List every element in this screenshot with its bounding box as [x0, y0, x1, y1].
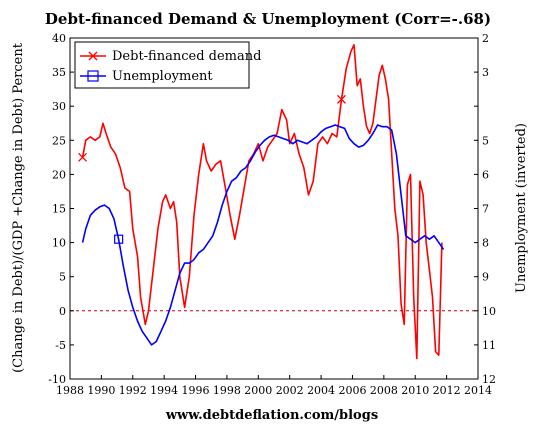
debt-financed-demand-line — [81, 43, 443, 360]
y-tick-label: -10 — [48, 373, 66, 386]
x-tick-label: 1998 — [213, 384, 241, 397]
y2-tick-label: 3 — [482, 66, 489, 79]
y-tick-label: 40 — [52, 32, 66, 45]
x-marker-icon — [88, 51, 98, 61]
x-tick-label: 2002 — [276, 384, 304, 397]
chart-title: Debt-financed Demand & Unemployment (Cor… — [45, 10, 491, 28]
x-tick-label: 1990 — [87, 384, 115, 397]
y-tick-label: 5 — [59, 271, 66, 284]
y-tick-label: 35 — [52, 66, 66, 79]
x-tick-label: 1992 — [119, 384, 147, 397]
y2-tick-label: 8 — [482, 237, 489, 250]
x-tick-label: 1994 — [150, 384, 178, 397]
y-tick-label: -5 — [55, 339, 66, 352]
right-y-axis: 2 3 5 6 7 8 9 10 11 12 — [474, 32, 496, 386]
legend-label-unemployment: Unemployment — [112, 69, 213, 84]
y-axis-label: (Change in Debt)/(GDP +Change in Debt) P… — [11, 42, 26, 373]
y2-tick-label: 7 — [482, 203, 489, 216]
y-tick-label: 25 — [52, 134, 66, 147]
x-tick-label: 2000 — [244, 384, 272, 397]
debt-financed-demand-marker — [337, 94, 346, 104]
y2-tick-label: 5 — [482, 134, 489, 147]
legend: Debt-financed demand Unemployment — [74, 41, 261, 89]
x-tick-label: 2012 — [433, 384, 461, 397]
x-tick-label: 2010 — [401, 384, 429, 397]
legend-box — [74, 41, 250, 89]
y2-tick-label: 2 — [482, 32, 489, 45]
y2-tick-label: 11 — [482, 339, 496, 352]
left-y-axis: -10 -5 0 5 10 15 20 25 30 35 40 — [48, 32, 74, 386]
y-tick-label: 0 — [59, 305, 66, 318]
debt-financed-demand-marker — [78, 152, 88, 162]
x-tick-label: 2004 — [307, 384, 335, 397]
x-axis: 1988 1990 1992 1994 1996 1998 2000 2002 2004 2006… — [56, 375, 492, 397]
y2-tick-label: 6 — [482, 168, 489, 181]
y2-tick-label: 10 — [482, 305, 496, 318]
square-marker-icon — [87, 70, 99, 82]
y2-axis-label: Unemployment (inverted) — [514, 123, 529, 293]
unemployment-marker — [114, 234, 124, 244]
x-tick-label: 2006 — [338, 384, 366, 397]
y2-tick-label: 12 — [482, 373, 496, 386]
y-tick-label: 30 — [52, 100, 66, 113]
y2-tick-label: 9 — [482, 271, 489, 284]
footer-url: www.debtdeflation.com/blogs — [165, 408, 378, 423]
y-tick-label: 10 — [52, 237, 66, 250]
x-tick-label: 1988 — [56, 384, 84, 397]
y-tick-label: 20 — [52, 168, 66, 181]
x-tick-label: 2008 — [370, 384, 398, 397]
x-tick-label: 1996 — [182, 384, 210, 397]
series-layer — [78, 43, 445, 360]
x-tick-label: 2014 — [464, 384, 492, 397]
y-tick-label: 15 — [52, 203, 66, 216]
legend-label-debt: Debt-financed demand — [112, 49, 261, 64]
unemployment-line — [81, 124, 445, 346]
